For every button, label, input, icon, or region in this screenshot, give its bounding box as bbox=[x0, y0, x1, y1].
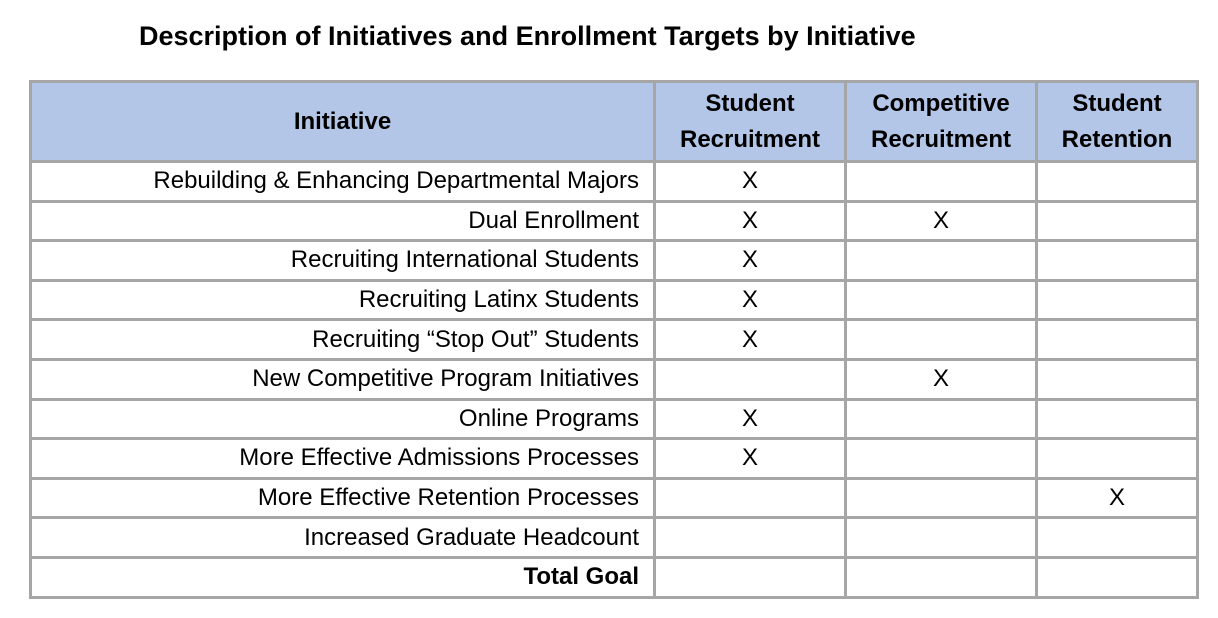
initiative-cell: Increased Graduate Headcount bbox=[29, 516, 656, 559]
initiative-cell: More Effective Retention Processes bbox=[29, 476, 656, 520]
student-retention-cell bbox=[1035, 357, 1199, 401]
initiative-cell: Rebuilding & Enhancing Departmental Majo… bbox=[29, 160, 656, 203]
student-retention-cell bbox=[1035, 555, 1199, 599]
header-initiative: Initiative bbox=[29, 80, 656, 163]
student-recruitment-cell bbox=[653, 555, 847, 599]
table-row: More Effective Retention Processes X bbox=[29, 476, 1199, 520]
initiative-cell: New Competitive Program Initiatives bbox=[29, 357, 656, 401]
student-retention-cell bbox=[1035, 239, 1199, 282]
table-row: Recruiting International Students X bbox=[29, 239, 1199, 282]
competitive-recruitment-cell bbox=[844, 278, 1038, 322]
table-row: Rebuilding & Enhancing Departmental Majo… bbox=[29, 160, 1199, 203]
initiative-cell: Online Programs bbox=[29, 397, 656, 441]
student-retention-cell bbox=[1035, 318, 1199, 361]
initiative-cell: Dual Enrollment bbox=[29, 199, 656, 243]
student-recruitment-cell bbox=[653, 516, 847, 559]
competitive-recruitment-cell: X bbox=[844, 357, 1038, 401]
initiative-cell: More Effective Admissions Processes bbox=[29, 437, 656, 480]
competitive-recruitment-cell bbox=[844, 318, 1038, 361]
student-retention-cell bbox=[1035, 199, 1199, 243]
initiative-cell: Recruiting “Stop Out” Students bbox=[29, 318, 656, 361]
student-recruitment-cell: X bbox=[653, 437, 847, 480]
student-retention-cell bbox=[1035, 516, 1199, 559]
table-row: Recruiting Latinx Students X bbox=[29, 278, 1199, 322]
header-row: Initiative Student Recruitment Competiti… bbox=[29, 80, 1199, 163]
page-title: Description of Initiatives and Enrollmen… bbox=[139, 21, 916, 51]
competitive-recruitment-cell bbox=[844, 476, 1038, 520]
student-retention-cell bbox=[1035, 437, 1199, 480]
initiative-cell: Total Goal bbox=[29, 555, 656, 599]
competitive-recruitment-cell bbox=[844, 239, 1038, 282]
total-goal-row: Total Goal bbox=[29, 555, 1199, 599]
initiative-cell: Recruiting International Students bbox=[29, 239, 656, 282]
student-recruitment-cell bbox=[653, 476, 847, 520]
student-recruitment-cell: X bbox=[653, 318, 847, 361]
competitive-recruitment-cell bbox=[844, 160, 1038, 203]
header-competitive-recruitment: Competitive Recruitment bbox=[844, 80, 1038, 163]
student-retention-cell bbox=[1035, 160, 1199, 203]
student-recruitment-cell: X bbox=[653, 239, 847, 282]
table-row: Dual Enrollment X X bbox=[29, 199, 1199, 243]
competitive-recruitment-cell bbox=[844, 437, 1038, 480]
student-recruitment-cell: X bbox=[653, 160, 847, 203]
competitive-recruitment-cell bbox=[844, 555, 1038, 599]
table-row: Increased Graduate Headcount bbox=[29, 516, 1199, 559]
competitive-recruitment-cell bbox=[844, 397, 1038, 441]
student-recruitment-cell: X bbox=[653, 397, 847, 441]
table-row: New Competitive Program Initiatives X bbox=[29, 357, 1199, 401]
student-recruitment-cell: X bbox=[653, 199, 847, 243]
student-retention-cell bbox=[1035, 397, 1199, 441]
table-row: Online Programs X bbox=[29, 397, 1199, 441]
student-recruitment-cell: X bbox=[653, 278, 847, 322]
student-recruitment-cell bbox=[653, 357, 847, 401]
header-student-retention: Student Retention bbox=[1035, 80, 1199, 163]
initiative-cell: Recruiting Latinx Students bbox=[29, 278, 656, 322]
table-row: More Effective Admissions Processes X bbox=[29, 437, 1199, 480]
table-row: Recruiting “Stop Out” Students X bbox=[29, 318, 1199, 361]
initiatives-table: Initiative Student Recruitment Competiti… bbox=[29, 80, 1199, 599]
student-retention-cell bbox=[1035, 278, 1199, 322]
competitive-recruitment-cell bbox=[844, 516, 1038, 559]
competitive-recruitment-cell: X bbox=[844, 199, 1038, 243]
header-student-recruitment: Student Recruitment bbox=[653, 80, 847, 163]
student-retention-cell: X bbox=[1035, 476, 1199, 520]
